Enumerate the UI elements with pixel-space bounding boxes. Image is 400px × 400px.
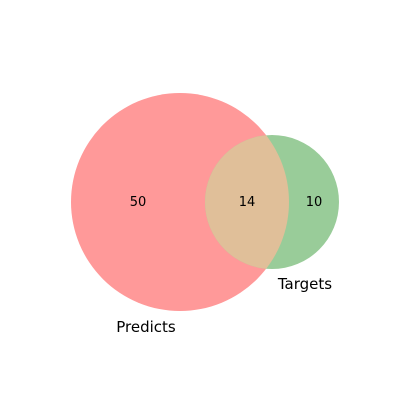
predicts-only-count: 50 bbox=[130, 195, 147, 210]
intersection-count: 14 bbox=[239, 195, 256, 210]
predicts-label: Predicts bbox=[116, 318, 176, 336]
intersection-region bbox=[205, 135, 289, 269]
targets-only-count: 10 bbox=[306, 195, 323, 210]
targets-label: Targets bbox=[277, 275, 332, 293]
